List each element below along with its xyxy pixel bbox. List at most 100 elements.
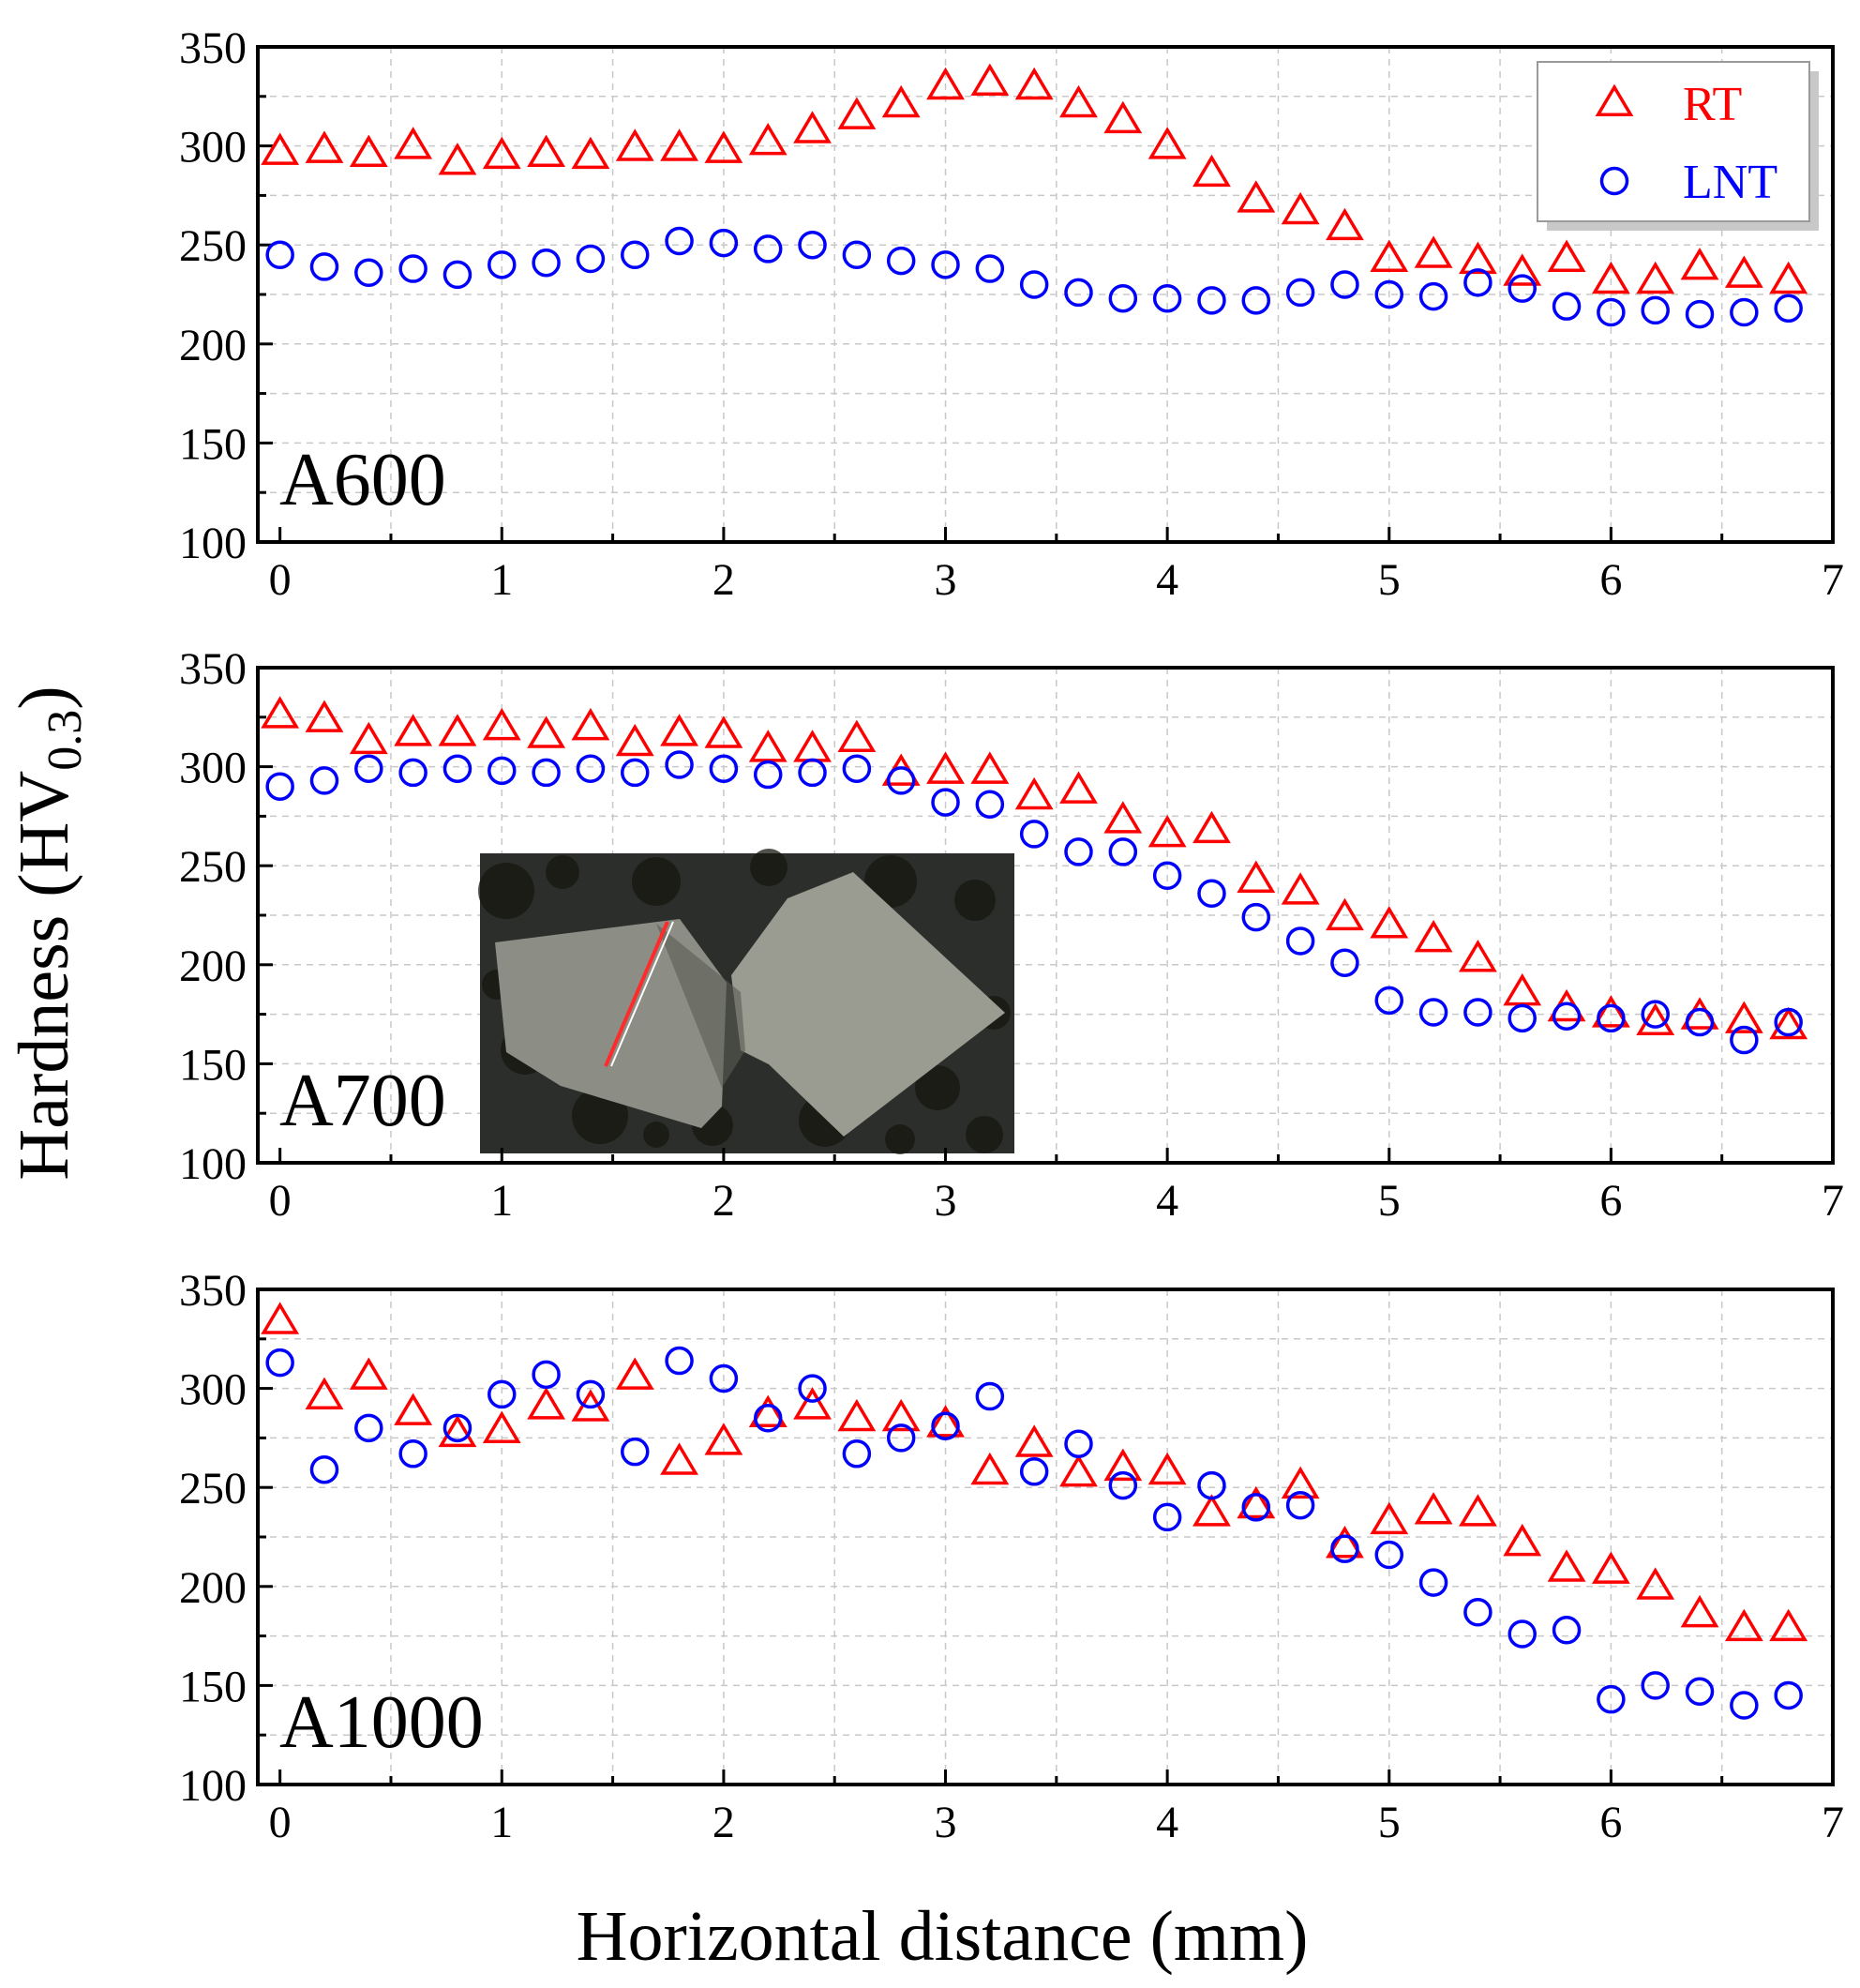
rt-marker xyxy=(1724,1001,1763,1033)
legend-label-lnt: LNT xyxy=(1683,156,1778,209)
rt-marker xyxy=(881,84,921,118)
rt-marker xyxy=(1503,972,1542,1006)
lnt-marker xyxy=(532,758,561,788)
lnt-marker xyxy=(1108,1470,1138,1500)
x-tick-label: 2 xyxy=(712,1176,735,1226)
rt-marker xyxy=(926,1405,965,1438)
series-lnt xyxy=(265,750,1803,1055)
y-tick-label: 300 xyxy=(179,123,247,173)
lnt-marker xyxy=(931,788,960,817)
y-tick-label: 100 xyxy=(179,1139,247,1189)
inset-speckle xyxy=(546,855,579,889)
lnt-marker xyxy=(1064,837,1093,866)
rt-marker xyxy=(1503,253,1542,286)
plot-frame xyxy=(256,1288,1835,1786)
lnt-marker xyxy=(621,240,650,270)
series-rt xyxy=(261,63,1808,294)
lnt-marker xyxy=(442,260,472,290)
rt-marker xyxy=(527,715,566,748)
rt-marker xyxy=(1680,1594,1719,1628)
lnt-marker xyxy=(1108,837,1138,866)
lnt-marker xyxy=(798,758,827,788)
lnt-marker xyxy=(931,250,960,279)
rt-marker xyxy=(970,1452,1010,1485)
lnt-marker xyxy=(532,248,561,278)
lnt-marker xyxy=(309,1454,339,1484)
lnt-marker xyxy=(1641,295,1670,325)
rt-marker xyxy=(482,136,521,170)
lnt-marker xyxy=(398,1439,428,1468)
rt-marker xyxy=(793,1387,832,1420)
y-tick-label: 250 xyxy=(179,842,247,892)
y-tick-label: 350 xyxy=(179,1266,247,1316)
lnt-marker xyxy=(753,760,783,790)
rt-marker xyxy=(704,715,743,748)
inset-speckle xyxy=(632,857,681,906)
rt-marker xyxy=(571,136,610,170)
lnt-marker xyxy=(1285,926,1315,956)
y-tick-label: 200 xyxy=(179,941,247,991)
lnt-marker xyxy=(1685,1677,1715,1706)
lnt-marker xyxy=(1197,1470,1226,1500)
lnt-marker xyxy=(1774,294,1803,324)
panel-a1000: 100 150 200 250 300 350 0 1 2 3 4 5 6 7 A1000 xyxy=(179,1266,1844,1847)
x-axis-title: Horizontal distance (mm) xyxy=(577,1897,1309,1976)
lnt-marker xyxy=(488,1379,517,1409)
lnt-marker xyxy=(1552,1002,1582,1031)
rt-marker xyxy=(1636,1567,1675,1600)
rt-marker xyxy=(482,707,521,741)
inset-specimen-photo xyxy=(478,849,1014,1154)
x-tick-label: 3 xyxy=(935,1176,957,1226)
inset-speckle xyxy=(966,1116,1003,1153)
rt-marker xyxy=(926,751,965,784)
rt-marker xyxy=(970,63,1010,97)
indent-line xyxy=(604,921,669,1067)
rt-marker xyxy=(1636,1002,1675,1036)
rt-marker xyxy=(1724,1608,1763,1642)
lnt-marker xyxy=(1019,1457,1049,1486)
lnt-marker xyxy=(354,754,383,783)
lnt-marker xyxy=(1152,283,1182,313)
rt-marker xyxy=(1014,1424,1054,1457)
rt-marker xyxy=(349,1357,388,1390)
x-tick-label: 5 xyxy=(1378,555,1401,605)
lnt-marker xyxy=(576,754,606,783)
lnt-marker xyxy=(1152,861,1182,891)
specimen-left-half xyxy=(495,919,727,1128)
lnt-marker xyxy=(398,254,428,283)
rt-marker xyxy=(1326,897,1364,931)
rt-marker xyxy=(1547,1549,1586,1582)
lnt-marker xyxy=(975,790,1005,819)
plot-frame xyxy=(256,45,1835,544)
rt-marker xyxy=(1591,995,1630,1028)
rt-marker xyxy=(1769,1608,1808,1642)
lnt-marker xyxy=(442,1413,472,1443)
inset-speckle xyxy=(915,1065,960,1110)
rt-marker xyxy=(1237,1485,1276,1519)
lnt-marker xyxy=(1597,1003,1626,1033)
lnt-marker xyxy=(1108,283,1138,313)
series-rt xyxy=(261,1302,1808,1642)
y-tick-label: 250 xyxy=(179,1464,247,1514)
rt-marker xyxy=(394,1393,433,1425)
lnt-marker xyxy=(1730,297,1759,327)
lnt-marker xyxy=(1552,1616,1582,1645)
x-tick-label: 7 xyxy=(1822,555,1844,605)
legend-box xyxy=(1537,61,1810,222)
x-tick-label: 3 xyxy=(935,1798,957,1847)
rt-marker xyxy=(1591,261,1630,294)
lnt-marker xyxy=(265,772,294,801)
lnt-marker xyxy=(1641,1000,1670,1029)
rt-marker xyxy=(1192,154,1231,188)
legend-lnt-marker xyxy=(1599,166,1629,196)
lnt-marker xyxy=(265,240,294,270)
lnt-marker xyxy=(621,1437,650,1467)
panel-a600: 100 150 200 250 300 350 0 1 2 3 4 5 6 7 A600 RT LNT xyxy=(179,23,1844,605)
lnt-marker xyxy=(1374,986,1404,1016)
rt-marker xyxy=(660,714,698,746)
lnt-marker xyxy=(1019,820,1049,849)
rt-marker xyxy=(527,1387,566,1420)
lnt-marker xyxy=(1330,948,1359,977)
grid-lines xyxy=(258,47,1833,542)
